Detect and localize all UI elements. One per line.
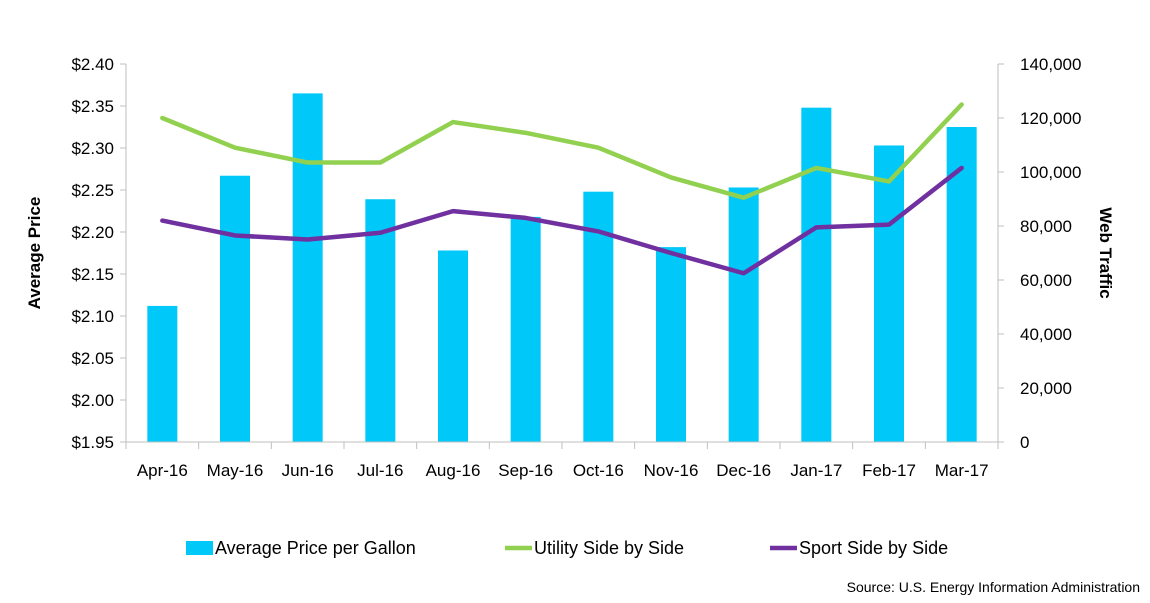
source-note: Source: U.S. Energy Information Administ… [846,579,1140,595]
bar [656,247,686,442]
left-tick-label: $2.15 [71,265,114,284]
left-axis-ticks: $1.95 $2.00 $2.05 $2.10 $2.15 $2.20 $2.25 $2.30… [71,55,126,452]
bar [728,187,759,442]
bar [874,145,904,443]
bar [220,175,250,442]
x-tick-label: Mar-17 [935,461,989,480]
legend-label: Average Price per Gallon [215,538,416,558]
legend-label: Sport Side by Side [799,538,948,558]
bar [801,107,832,443]
right-axis-title: Web Traffic [1096,207,1115,298]
legend-swatch [186,541,213,555]
x-tick-label: Jan-17 [790,461,842,480]
line-series [160,102,964,276]
bar [510,216,541,442]
axes [125,64,999,443]
left-axis-title: Average Price [25,197,44,310]
x-tick-label: Apr-16 [137,461,188,480]
x-tick-label: May-16 [207,461,264,480]
bar [438,250,468,442]
bar [365,199,396,442]
bar [147,305,178,442]
right-axis-ticks: 0 20,000 40,000 60,000 80,000 100,000 120,000 1… [998,55,1081,452]
left-tick-label: $2.30 [71,139,114,158]
legend: Average Price per Gallon Utility Side by … [186,538,948,558]
x-axis-ticks: Apr-16 May-16 Jun-16 Jul-16 Aug-16 Sep-16 Oct-… [125,442,999,480]
x-tick-label: Oct-16 [573,461,624,480]
x-tick-label: Sep-16 [498,461,553,480]
right-tick-label: 40,000 [1020,325,1072,344]
right-tick-label: 140,000 [1020,55,1081,74]
bar [946,127,977,442]
bar [292,93,323,443]
series-line [160,165,964,276]
right-tick-label: 100,000 [1020,163,1081,182]
right-tick-label: 60,000 [1020,271,1072,290]
right-tick-label: 120,000 [1020,109,1081,128]
series-line [160,102,964,200]
left-tick-label: $2.05 [71,349,114,368]
x-tick-label: Dec-16 [716,461,771,480]
left-tick-label: $2.25 [71,181,114,200]
x-tick-label: Feb-17 [862,461,916,480]
x-tick-label: Jun-16 [282,461,334,480]
left-tick-label: $2.35 [71,97,114,116]
right-tick-label: 20,000 [1020,379,1072,398]
x-tick-label: Nov-16 [644,461,699,480]
right-tick-label: 80,000 [1020,217,1072,236]
left-tick-label: $2.10 [71,307,114,326]
left-tick-label: $1.95 [71,433,114,452]
bar-series [147,93,977,443]
left-tick-label: $2.40 [71,55,114,74]
legend-label: Utility Side by Side [534,538,684,558]
left-tick-label: $2.00 [71,391,114,410]
left-tick-label: $2.20 [71,223,114,242]
x-tick-label: Aug-16 [426,461,481,480]
x-tick-label: Jul-16 [357,461,403,480]
right-tick-label: 0 [1020,433,1029,452]
